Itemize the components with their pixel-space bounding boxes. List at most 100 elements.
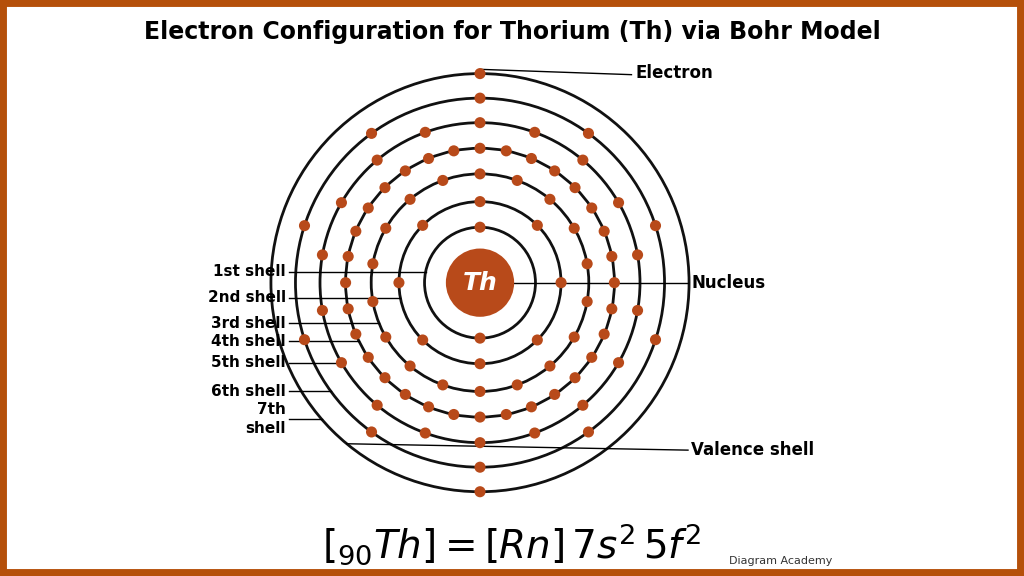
Text: 1st shell: 1st shell	[213, 264, 286, 279]
Circle shape	[474, 461, 485, 473]
Circle shape	[316, 305, 328, 316]
Circle shape	[569, 182, 581, 193]
Circle shape	[420, 427, 431, 438]
Circle shape	[526, 153, 537, 164]
Text: $[_{90}Th] = [Rn]\,7s^2\,5f^2$: $[_{90}Th] = [Rn]\,7s^2\,5f^2$	[323, 522, 701, 567]
Circle shape	[582, 296, 593, 307]
Circle shape	[578, 400, 589, 411]
Circle shape	[399, 389, 411, 400]
Text: 2nd shell: 2nd shell	[208, 290, 286, 305]
Circle shape	[583, 128, 594, 139]
Circle shape	[632, 249, 643, 260]
Circle shape	[340, 277, 351, 288]
Circle shape	[545, 361, 555, 372]
Circle shape	[501, 145, 512, 157]
Circle shape	[474, 332, 485, 344]
Circle shape	[606, 251, 617, 262]
Circle shape	[474, 93, 485, 104]
Circle shape	[586, 202, 597, 214]
Circle shape	[437, 380, 449, 391]
Text: Th: Th	[463, 271, 498, 295]
Circle shape	[474, 68, 485, 79]
Text: Electron Configuration for Thorium (Th) via Bohr Model: Electron Configuration for Thorium (Th) …	[143, 20, 881, 44]
Text: Diagram Academy: Diagram Academy	[729, 556, 833, 566]
Circle shape	[343, 304, 353, 314]
Circle shape	[568, 223, 580, 234]
Circle shape	[299, 220, 310, 231]
Circle shape	[366, 426, 377, 438]
Circle shape	[372, 154, 383, 166]
Circle shape	[474, 143, 485, 154]
Circle shape	[549, 165, 560, 176]
Circle shape	[380, 332, 391, 343]
Circle shape	[474, 196, 485, 207]
Circle shape	[501, 409, 512, 420]
Text: 6th shell: 6th shell	[211, 384, 286, 399]
Circle shape	[613, 357, 624, 368]
Circle shape	[449, 145, 460, 157]
Circle shape	[578, 154, 589, 166]
Circle shape	[366, 128, 377, 139]
Circle shape	[650, 334, 662, 345]
Circle shape	[531, 220, 543, 231]
Circle shape	[404, 361, 416, 372]
Circle shape	[545, 194, 555, 205]
Circle shape	[474, 411, 485, 423]
Circle shape	[549, 389, 560, 400]
Text: 4th shell: 4th shell	[211, 334, 286, 349]
Text: Valence shell: Valence shell	[691, 441, 814, 459]
Circle shape	[417, 335, 428, 346]
Circle shape	[362, 352, 374, 363]
Circle shape	[420, 127, 431, 138]
Circle shape	[568, 332, 580, 343]
Circle shape	[526, 401, 537, 412]
Circle shape	[613, 197, 624, 208]
Circle shape	[350, 328, 361, 340]
Circle shape	[423, 153, 434, 164]
Circle shape	[372, 400, 383, 411]
Circle shape	[606, 304, 617, 314]
Circle shape	[529, 427, 541, 438]
Circle shape	[583, 426, 594, 438]
Circle shape	[423, 401, 434, 412]
Circle shape	[632, 305, 643, 316]
Circle shape	[474, 222, 485, 233]
Circle shape	[343, 251, 353, 262]
Circle shape	[449, 409, 460, 420]
Circle shape	[529, 127, 541, 138]
Text: Electron: Electron	[636, 63, 714, 82]
Circle shape	[556, 277, 566, 288]
Circle shape	[368, 296, 379, 307]
Circle shape	[445, 248, 514, 317]
Circle shape	[380, 223, 391, 234]
Circle shape	[582, 258, 593, 270]
Circle shape	[474, 168, 485, 179]
Circle shape	[512, 175, 523, 186]
Text: Nucleus: Nucleus	[691, 274, 765, 291]
Circle shape	[380, 372, 390, 383]
Circle shape	[474, 386, 485, 397]
Text: 3rd shell: 3rd shell	[211, 316, 286, 331]
Circle shape	[399, 165, 411, 176]
Circle shape	[350, 226, 361, 237]
Circle shape	[474, 117, 485, 128]
Circle shape	[404, 194, 416, 205]
Circle shape	[474, 358, 485, 369]
Circle shape	[474, 437, 485, 448]
Circle shape	[336, 197, 347, 208]
Circle shape	[586, 352, 597, 363]
Circle shape	[599, 328, 609, 340]
Circle shape	[512, 380, 523, 391]
Circle shape	[569, 372, 581, 383]
Circle shape	[437, 175, 449, 186]
Circle shape	[650, 220, 662, 231]
Circle shape	[380, 182, 390, 193]
Circle shape	[531, 335, 543, 346]
Circle shape	[393, 277, 404, 288]
Circle shape	[336, 357, 347, 368]
Text: shell: shell	[246, 421, 286, 436]
Circle shape	[362, 202, 374, 214]
Circle shape	[316, 249, 328, 260]
Text: 7th: 7th	[257, 402, 286, 417]
Circle shape	[299, 334, 310, 345]
